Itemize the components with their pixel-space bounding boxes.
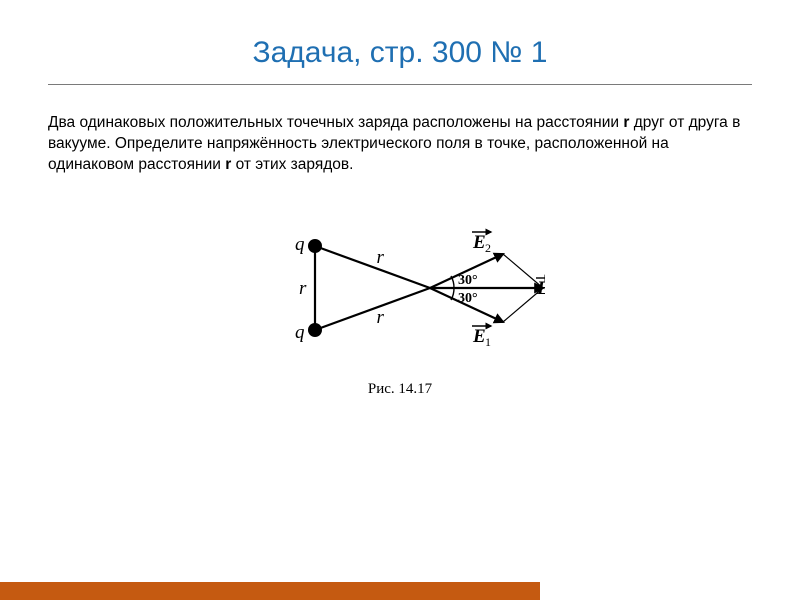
footer-accent-bar bbox=[0, 582, 540, 600]
svg-text:q: q bbox=[295, 234, 305, 255]
figure-svg: qqrrr30°30°E2E1E bbox=[255, 218, 545, 368]
svg-text:q: q bbox=[295, 322, 305, 343]
figure-container: qqrrr30°30°E2E1E Рис. 14.17 bbox=[0, 216, 800, 398]
problem-line-1c: от этих зарядов. bbox=[231, 156, 353, 173]
problem-line-1a: Два одинаковых положительных точечных за… bbox=[48, 114, 619, 131]
svg-text:r: r bbox=[377, 247, 385, 268]
svg-text:30°: 30° bbox=[458, 291, 478, 306]
svg-text:r: r bbox=[299, 278, 307, 299]
slide-title: Задача, стр. 300 № 1 bbox=[0, 0, 800, 84]
svg-text:E: E bbox=[536, 278, 545, 299]
slide: Задача, стр. 300 № 1 Два одинаковых поло… bbox=[0, 0, 800, 600]
svg-text:E: E bbox=[472, 232, 486, 253]
svg-text:r: r bbox=[377, 307, 385, 328]
svg-text:E: E bbox=[472, 326, 486, 347]
figure: qqrrr30°30°E2E1E bbox=[253, 216, 547, 375]
title-divider bbox=[48, 84, 752, 85]
problem-text: Два одинаковых положительных точечных за… bbox=[48, 113, 752, 176]
svg-text:2: 2 bbox=[485, 241, 491, 255]
svg-text:1: 1 bbox=[485, 335, 491, 349]
figure-caption: Рис. 14.17 bbox=[0, 381, 800, 398]
svg-text:30°: 30° bbox=[458, 273, 478, 288]
